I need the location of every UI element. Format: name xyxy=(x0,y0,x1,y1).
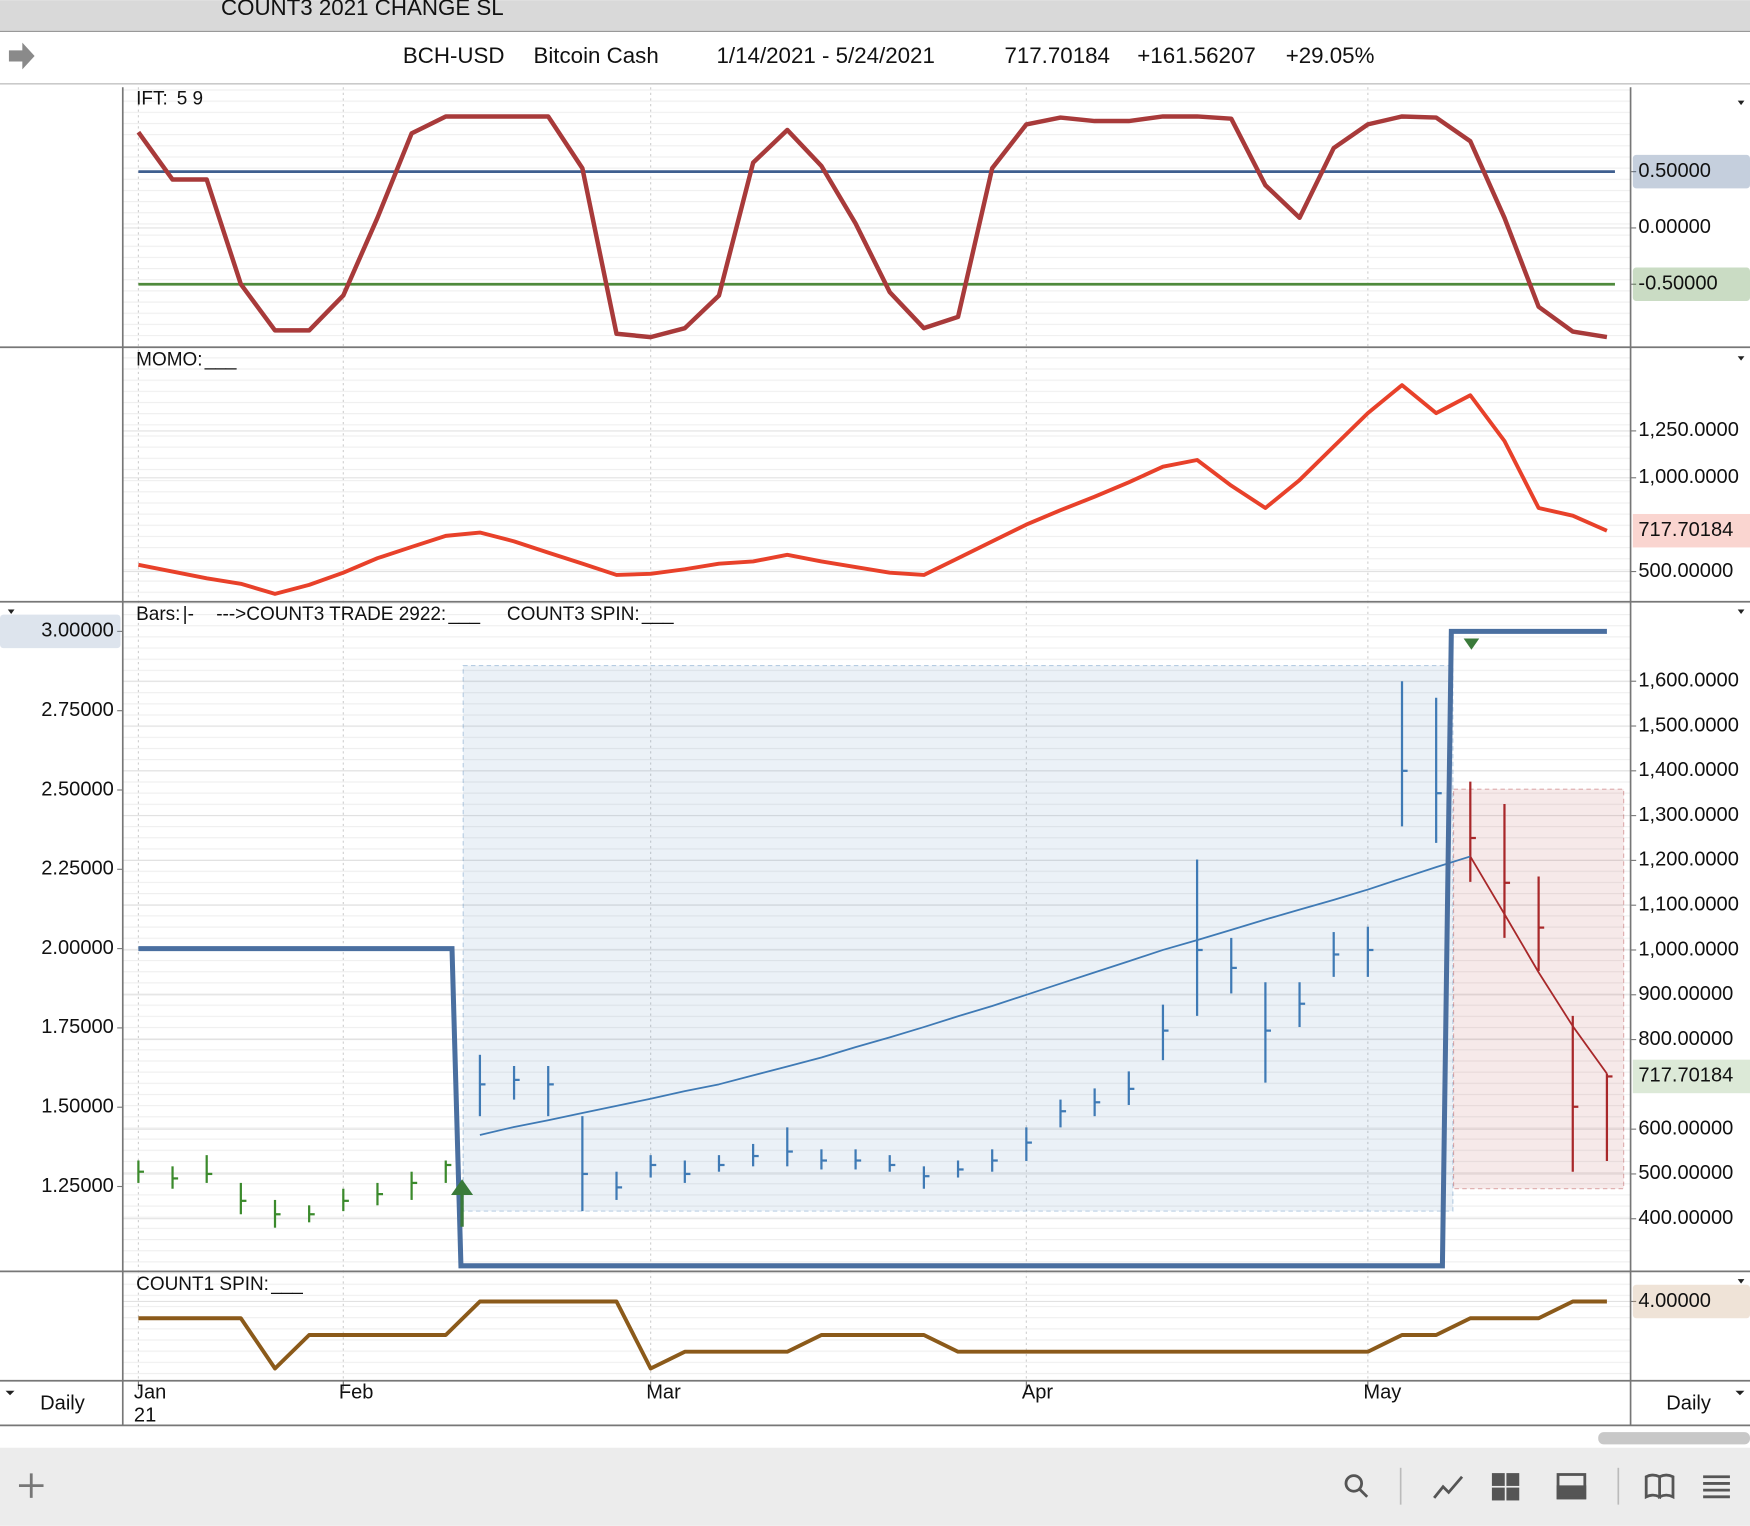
last-price: 717.70184 xyxy=(1004,43,1109,68)
y-tick-label: 1,000.0000 xyxy=(1638,938,1739,960)
percent-change: +29.05% xyxy=(1286,43,1375,68)
window-title: COUNT3 2021 CHANGE SL xyxy=(221,0,504,20)
date-range: 1/14/2021 - 5/24/2021 xyxy=(717,43,935,68)
symbol: BCH-USD xyxy=(403,43,505,68)
y2-tick-label: 2.75000 xyxy=(41,699,114,721)
year-label: 21 xyxy=(134,1405,156,1427)
x-tick-label: Feb xyxy=(339,1381,374,1403)
plot-background xyxy=(122,87,1631,1379)
period-selector[interactable]: Daily xyxy=(1666,1392,1711,1414)
toolbar-separators xyxy=(1399,1467,1620,1505)
instrument-name: Bitcoin Cash xyxy=(533,43,658,68)
series-line xyxy=(138,1299,1607,1371)
y-tick-label: 1,200.0000 xyxy=(1638,849,1739,871)
last-value-label: 717.70184 xyxy=(1638,1065,1733,1087)
y-tick-label: -0.50000 xyxy=(1638,273,1717,295)
y-tick-label: 1,000.0000 xyxy=(1638,466,1739,488)
legend-swatch: ___ xyxy=(204,350,237,371)
y-tick-label: 4.00000 xyxy=(1638,1290,1711,1312)
tick-highlight xyxy=(1632,1284,1750,1319)
header-bar xyxy=(0,31,1750,84)
panel-label: IFT: xyxy=(136,89,168,110)
x-tick-label: Mar xyxy=(646,1381,681,1403)
y-tick-label: 400.00000 xyxy=(1638,1207,1733,1229)
last-value-marker xyxy=(1632,513,1750,548)
x-tick-label: May xyxy=(1363,1381,1401,1403)
panel-params: 5 9 xyxy=(177,89,203,110)
trade-line xyxy=(1469,855,1608,1075)
series-line xyxy=(138,383,1608,596)
trade-line xyxy=(479,855,1471,1136)
legend-label: COUNT3 SPIN: xyxy=(507,604,640,625)
legend-swatch: ___ xyxy=(447,604,480,625)
last-value-marker xyxy=(1632,1059,1750,1094)
tick-highlight xyxy=(0,614,121,649)
y-tick-label: 1,500.0000 xyxy=(1638,714,1739,736)
title-bar xyxy=(0,0,1750,32)
panel-label: COUNT1 SPIN: xyxy=(136,1274,269,1295)
trade-zone xyxy=(462,664,1454,1212)
scrollbar[interactable] xyxy=(1598,1432,1750,1445)
x-tick-label: Apr xyxy=(1022,1381,1054,1403)
y2-tick-label: 1.25000 xyxy=(41,1175,114,1197)
go-arrow[interactable] xyxy=(8,42,35,70)
toolbar-icons[interactable] xyxy=(18,1473,1730,1501)
tick-highlight xyxy=(1632,267,1750,301)
x-tick-label: Jan xyxy=(134,1381,166,1403)
legend-swatch: ___ xyxy=(641,604,674,625)
y-tick-label: 1,250.0000 xyxy=(1638,419,1739,441)
panel-frames xyxy=(0,87,1750,1427)
y2-tick-label: 3.00000 xyxy=(41,620,114,642)
y2-tick-label: 1.75000 xyxy=(41,1016,114,1038)
legend-label: Bars: xyxy=(136,604,180,625)
y-tick-label: 800.00000 xyxy=(1638,1028,1733,1050)
y-tick-label: 0.00000 xyxy=(1638,216,1711,238)
y2-tick-label: 2.50000 xyxy=(41,778,114,800)
last-value-label: 717.70184 xyxy=(1638,519,1733,541)
y-tick-label: 1,300.0000 xyxy=(1638,804,1739,826)
y-tick-label: 500.00000 xyxy=(1638,1162,1733,1184)
y-tick-label: 1,100.0000 xyxy=(1638,893,1739,915)
entry-arrow xyxy=(451,1179,474,1227)
y-tick-label: 0.50000 xyxy=(1638,160,1711,182)
period-selector[interactable]: Daily xyxy=(40,1392,85,1414)
y2-tick-label: 2.00000 xyxy=(41,937,114,959)
y-tick-label: 500.00000 xyxy=(1638,560,1733,582)
y-tick-label: 600.00000 xyxy=(1638,1117,1733,1139)
y2-tick-label: 1.50000 xyxy=(41,1096,114,1118)
series-line xyxy=(136,114,1608,340)
legend-swatch: |- xyxy=(183,604,194,625)
y2-tick-label: 2.25000 xyxy=(41,858,114,880)
tick-highlight xyxy=(1632,154,1750,189)
exit-arrow xyxy=(1463,638,1480,650)
legend-swatch: ___ xyxy=(270,1274,303,1295)
trade-zone xyxy=(1453,788,1625,1190)
legend-label: --->COUNT3 TRADE 2922: xyxy=(216,604,446,625)
y-tick-label: 900.00000 xyxy=(1638,983,1733,1005)
spin-step-line xyxy=(138,628,1607,1269)
toolbar xyxy=(0,1447,1750,1526)
price-change: +161.56207 xyxy=(1137,43,1256,68)
chart-layer: Jan Feb Mar Apr May 0.50000 0.00000 -0.50000 IFT… xyxy=(0,87,1750,1403)
y-tick-label: 1,600.0000 xyxy=(1638,670,1739,692)
panel-label: MOMO: xyxy=(136,350,202,371)
y-tick-label: 1,400.0000 xyxy=(1638,759,1739,781)
